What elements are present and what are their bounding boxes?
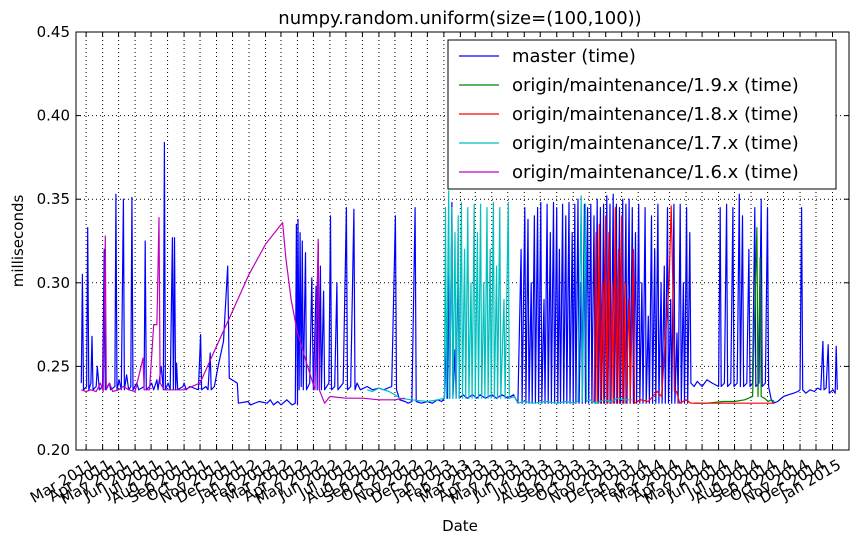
y-tick-label: 0.40 bbox=[37, 107, 70, 125]
legend-box bbox=[447, 39, 837, 190]
plot-area-frame bbox=[75, 31, 850, 451]
legend-label-5: origin/maintenance/1.6.x (time) bbox=[512, 162, 799, 183]
series-line-4 bbox=[367, 190, 632, 404]
y-tick-label: 0.20 bbox=[37, 441, 70, 459]
legend-label-3: origin/maintenance/1.8.x (time) bbox=[512, 104, 799, 125]
legend-label-1: master (time) bbox=[512, 46, 636, 67]
y-tick-label: 0.30 bbox=[37, 274, 70, 292]
legend: master (time) origin/maintenance/1.9.x (t… bbox=[447, 39, 837, 190]
series-line-2 bbox=[694, 227, 775, 404]
y-tick-label: 0.45 bbox=[37, 23, 70, 41]
legend-label-4: origin/maintenance/1.7.x (time) bbox=[512, 133, 799, 154]
chart-title: numpy.random.uniform(size=(100,100)) bbox=[278, 8, 641, 29]
series-line-1 bbox=[80, 141, 838, 406]
y-axis-label: milliseconds bbox=[9, 195, 27, 288]
x-axis-label: Date bbox=[442, 517, 478, 535]
legend-label-2: origin/maintenance/1.9.x (time) bbox=[512, 75, 799, 96]
series-line-3 bbox=[593, 205, 774, 404]
y-tick-label: 0.35 bbox=[37, 190, 70, 208]
y-tick-label: 0.25 bbox=[37, 357, 70, 375]
series-line-5 bbox=[81, 217, 406, 404]
